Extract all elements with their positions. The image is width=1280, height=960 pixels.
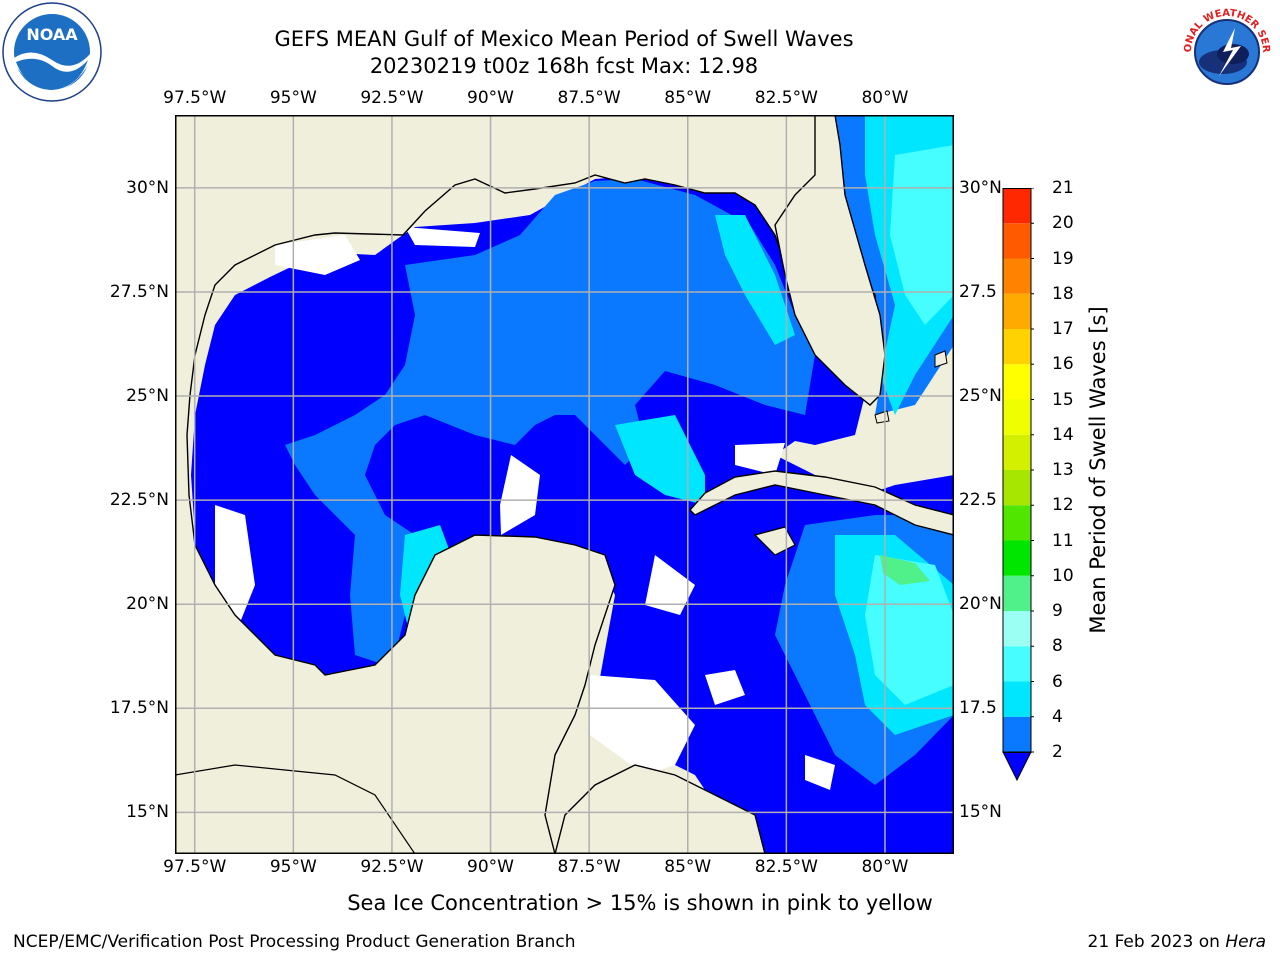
colorbar-tick-label: 9 — [1052, 601, 1063, 621]
lon-top-label: 95°W — [269, 88, 317, 108]
page-subtitle: 20230219 t00z 168h fcst Max: 12.98 — [369, 54, 759, 78]
machine-name: Hera — [1225, 932, 1266, 952]
colorbar-tick-label: 15 — [1052, 389, 1074, 410]
lat-left-label: 15°N — [126, 802, 169, 823]
lat-left-label: 17.5°N — [109, 698, 169, 719]
lat-right-label: 15°N — [959, 802, 1002, 823]
swell-period-field — [175, 115, 954, 854]
colorbar-tick-label: 2 — [1052, 742, 1063, 762]
date-text: 21 Feb 2023 on Hera — [1087, 932, 1266, 952]
colorbar-tick-label: 12 — [1052, 495, 1074, 516]
colorbar-tick-label: 13 — [1052, 460, 1074, 480]
lon-bottom-label: 95°W — [269, 857, 317, 877]
colorbar-segment — [1003, 223, 1031, 259]
colorbar-segment — [1003, 575, 1031, 611]
colorbar-tick-label: 20 — [1052, 213, 1074, 234]
lat-right-label: 22.5 — [959, 490, 997, 511]
sea-ice-note: Sea Ice Concentration > 15% is shown in … — [347, 891, 933, 915]
colorbar-segment — [1003, 434, 1031, 470]
noaa-logo-text: NOAA — [26, 25, 78, 44]
lon-bottom-label: 90°W — [467, 857, 515, 877]
colorbar-segment — [1003, 258, 1031, 294]
colorbar-segment — [1003, 716, 1031, 752]
colorbar-tick-label: 8 — [1052, 636, 1063, 657]
noaa-logo-icon: NOAA — [2, 2, 102, 102]
colorbar-extend-triangle — [1002, 751, 1032, 782]
nws-logo-icon: NATIONAL WEATHER SERVICE — [1177, 2, 1275, 100]
lon-top-label: 82.5°W — [754, 88, 818, 108]
lat-left-label: 22.5°N — [109, 490, 169, 511]
colorbar-tick-label: 19 — [1052, 248, 1074, 269]
lon-top-label: 87.5°W — [557, 88, 621, 108]
colorbar-tick-label: 11 — [1052, 530, 1074, 551]
colorbar-tick-label: 21 — [1052, 178, 1074, 198]
colorbar-segment — [1003, 646, 1031, 682]
lon-top-label: 90°W — [467, 88, 515, 108]
colorbar-tick-label: 4 — [1052, 706, 1063, 727]
lon-top-label: 97.5°W — [163, 88, 227, 108]
lat-left-label: 20°N — [126, 594, 169, 615]
colorbar-tick-label: 6 — [1052, 671, 1063, 692]
colorbar-segment — [1003, 399, 1031, 435]
lat-right-label: 27.5 — [959, 281, 997, 302]
lat-right-label: 30°N — [959, 177, 1002, 198]
lon-bottom-label: 97.5°W — [163, 857, 227, 877]
gulf-of-mexico-map — [175, 115, 954, 854]
lon-bottom-label: 87.5°W — [557, 857, 621, 877]
lon-bottom-label: 82.5°W — [754, 857, 818, 877]
colorbar-segment — [1003, 505, 1031, 541]
colorbar-segment — [1003, 540, 1031, 576]
colorbar — [1002, 188, 1034, 782]
colorbar-tick-label: 17 — [1052, 319, 1074, 339]
lat-right-label: 25°N — [959, 386, 1002, 407]
colorbar-segment — [1003, 293, 1031, 329]
lat-right-label: 20°N — [959, 594, 1002, 615]
lon-top-label: 85°W — [664, 88, 712, 108]
colorbar-segment — [1003, 364, 1031, 400]
colorbar-tick-label: 18 — [1052, 283, 1074, 304]
lat-left-label: 30°N — [126, 177, 169, 198]
colorbar-tick-label: 10 — [1052, 565, 1074, 586]
lon-top-label: 80°W — [861, 88, 909, 108]
colorbar-segment — [1003, 470, 1031, 506]
lat-right-label: 17.5 — [959, 698, 997, 719]
colorbar-segment — [1003, 611, 1031, 647]
lon-bottom-label: 92.5°W — [360, 857, 424, 877]
colorbar-tick-label: 16 — [1052, 354, 1074, 375]
colorbar-label: Mean Period of Swell Waves [s] — [1086, 306, 1110, 634]
lon-bottom-label: 80°W — [861, 857, 909, 877]
colorbar-segment — [1003, 329, 1031, 365]
lon-top-label: 92.5°W — [360, 88, 424, 108]
colorbar-tick-label: 14 — [1052, 424, 1074, 445]
lat-left-label: 27.5°N — [109, 281, 169, 302]
colorbar-segment — [1003, 188, 1031, 224]
colorbar-segment — [1003, 681, 1031, 717]
credit-text: NCEP/EMC/Verification Post Processing Pr… — [13, 932, 576, 952]
lon-bottom-label: 85°W — [664, 857, 712, 877]
page-title: GEFS MEAN Gulf of Mexico Mean Period of … — [274, 27, 854, 51]
lat-left-label: 25°N — [126, 386, 169, 407]
